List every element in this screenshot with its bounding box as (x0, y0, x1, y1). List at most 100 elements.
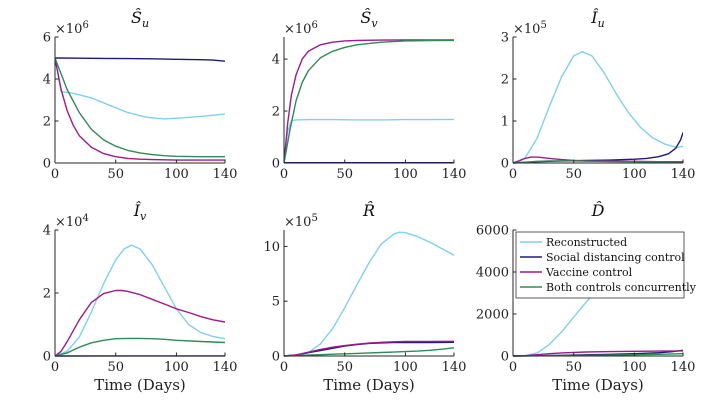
y-tick-label: 2 (501, 73, 509, 88)
x-axis-label: Time (Days) (552, 376, 644, 394)
panel-title-subscript: v (140, 210, 147, 223)
y-tick-label: 2000 (476, 308, 509, 323)
legend-box (515, 231, 685, 299)
y-exponent-power: 6 (82, 20, 88, 31)
panel-title: Îu (590, 7, 604, 30)
panel-title: Ŝv (360, 7, 378, 30)
legend: Reconstructed Social distancing control Va… (515, 231, 697, 299)
series-line-reconstructed (55, 244, 225, 357)
x-tick-label: 100 (393, 360, 418, 375)
y-exponent-power: 5 (540, 20, 546, 31)
series-line-vaccine (284, 39, 454, 164)
panel-Sv: 0 50 100 140 0 2 4 ×106 Ŝv (272, 7, 467, 182)
series-line-social (513, 132, 683, 164)
y-tick-label: 6 (43, 31, 51, 46)
x-tick-label: 140 (671, 360, 696, 375)
x-tick-label: 100 (622, 167, 647, 182)
y-exponent-power: 4 (82, 213, 88, 224)
y-tick-label: 2 (43, 287, 51, 302)
y-exponent-power: 6 (311, 20, 317, 31)
y-tick-label: 4 (43, 73, 51, 88)
panel-Iu: 0 50 100 140 0 1 2 3 ×105 Îu (501, 7, 696, 182)
x-tick-label: 140 (213, 360, 238, 375)
series-group (284, 231, 454, 357)
series-line-both (284, 347, 454, 357)
y-tick-label: 0 (501, 157, 509, 172)
x-tick-label: 100 (164, 167, 189, 182)
series-line-both (55, 337, 225, 357)
x-tick-label: 50 (336, 360, 353, 375)
series-line-reconstructed (55, 57, 225, 120)
legend-label-both: Both controls concurrently (546, 281, 697, 294)
x-tick-label: 50 (107, 360, 124, 375)
x-tick-label: 140 (671, 167, 696, 182)
y-tick-label: 3 (501, 31, 509, 46)
x-tick-label: 50 (336, 167, 353, 182)
y-tick-label: 4000 (476, 266, 509, 281)
series-line-both (284, 39, 454, 164)
y-tick-label: 0 (43, 157, 51, 172)
panel-title-subscript: u (598, 17, 605, 30)
y-tick-label: 2 (272, 105, 280, 120)
x-tick-label: 140 (442, 360, 467, 375)
x-axis-label: Time (Days) (94, 376, 186, 394)
y-exponent: ×105 (513, 20, 547, 37)
series-line-vaccine (284, 340, 454, 357)
y-tick-label: 2 (43, 115, 51, 130)
series-line-vaccine (55, 57, 225, 161)
y-exponent: ×106 (55, 20, 89, 37)
y-tick-label: 4 (272, 53, 280, 68)
series-line-both (55, 57, 225, 158)
series-line-both (513, 160, 683, 164)
series-line-reconstructed (513, 51, 683, 164)
panel-title: R̂ (362, 201, 375, 220)
series-group (55, 57, 225, 161)
x-tick-label: 50 (565, 360, 582, 375)
x-axis-label: Time (Days) (323, 376, 415, 394)
series-line-social (284, 341, 454, 357)
y-tick-label: 10 (263, 240, 280, 255)
x-tick-label: 0 (51, 167, 59, 182)
y-exponent-power: 5 (311, 213, 317, 224)
series-group (513, 51, 683, 164)
y-exponent: ×104 (55, 213, 89, 230)
y-tick-label: 1 (501, 115, 509, 130)
legend-label-social: Social distancing control (546, 251, 685, 264)
panel-title: Îv (133, 200, 147, 223)
series-line-reconstructed (284, 118, 454, 164)
series-line-vaccine (55, 289, 225, 357)
y-tick-label: 0 (43, 350, 51, 365)
panel-title-subscript: u (142, 17, 149, 30)
y-tick-label: 0 (501, 350, 509, 365)
y-exponent: ×105 (284, 213, 318, 230)
panel-title: D̂ (591, 201, 605, 220)
x-tick-label: 50 (565, 167, 582, 182)
x-tick-label: 100 (393, 167, 418, 182)
x-tick-label: 0 (509, 167, 517, 182)
y-exponent: ×106 (284, 20, 318, 37)
series-line-reconstructed (284, 231, 454, 357)
series-line-social (55, 57, 225, 62)
y-tick-label: 0 (272, 157, 280, 172)
panel-R: 0 50 100 140 0 5 10 ×105 R̂ Time (Days) (263, 201, 466, 394)
x-tick-label: 140 (442, 167, 467, 182)
y-tick-label: 5 (272, 295, 280, 310)
x-tick-label: 50 (107, 167, 124, 182)
panel-D: 0 50 100 140 0 2000 4000 6000 D̂ Time (Days) Recon… (476, 201, 697, 394)
y-tick-label: 6000 (476, 224, 509, 239)
x-tick-label: 0 (280, 360, 288, 375)
panel-title: Ŝu (131, 7, 149, 30)
x-tick-label: 0 (509, 360, 517, 375)
x-tick-label: 0 (51, 360, 59, 375)
legend-label-vaccine: Vaccine control (545, 266, 633, 279)
series-group (284, 39, 454, 164)
legend-label-reconstructed: Reconstructed (546, 236, 627, 249)
x-tick-label: 140 (213, 167, 238, 182)
y-tick-label: 0 (272, 350, 280, 365)
x-tick-label: 100 (622, 360, 647, 375)
x-tick-label: 0 (280, 167, 288, 182)
